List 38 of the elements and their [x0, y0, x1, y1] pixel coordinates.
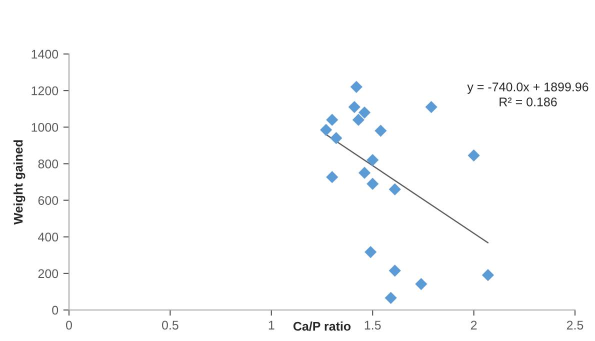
- point: [366, 178, 379, 190]
- y-tick-label: 0: [52, 306, 58, 315]
- point: [358, 166, 371, 179]
- point: [468, 149, 480, 162]
- point: [326, 171, 338, 184]
- y-tick-label: 800: [38, 160, 58, 168]
- y-tick-label: 1000: [32, 122, 58, 132]
- point: [352, 114, 364, 126]
- x-tick-label: 1.5: [364, 320, 381, 330]
- point: [415, 278, 428, 290]
- point: [366, 154, 379, 166]
- y-axis-title: Weight gained: [14, 140, 26, 225]
- point: [358, 106, 371, 119]
- y-tick-label: 600: [38, 196, 58, 205]
- point: [388, 183, 401, 196]
- point: [425, 100, 438, 114]
- x-tick-label: 1: [268, 320, 274, 330]
- y-tick-label: 1200: [32, 86, 58, 96]
- point: [364, 246, 377, 258]
- x-tick-label: 2: [470, 320, 477, 330]
- point: [482, 269, 494, 282]
- annotation: R² = 0.186: [500, 98, 557, 106]
- point: [350, 80, 362, 93]
- y-tick-label: 1400: [32, 50, 58, 59]
- x-axis-title: Ca/P ratio: [293, 322, 351, 331]
- point: [348, 100, 360, 114]
- point: [388, 264, 401, 277]
- point: [326, 114, 338, 126]
- x-tick-label: 0.5: [162, 320, 178, 330]
- y-tick-label: 400: [38, 232, 58, 242]
- x-tick-label: 0: [66, 320, 72, 330]
- annotation: y = -740.0x + 1899.96: [467, 82, 588, 94]
- y-tick-label: 200: [38, 269, 58, 278]
- point: [320, 124, 332, 136]
- point: [374, 124, 387, 137]
- x-tick-label: 2.5: [566, 320, 584, 330]
- point: [384, 292, 397, 304]
- point: [330, 132, 342, 144]
